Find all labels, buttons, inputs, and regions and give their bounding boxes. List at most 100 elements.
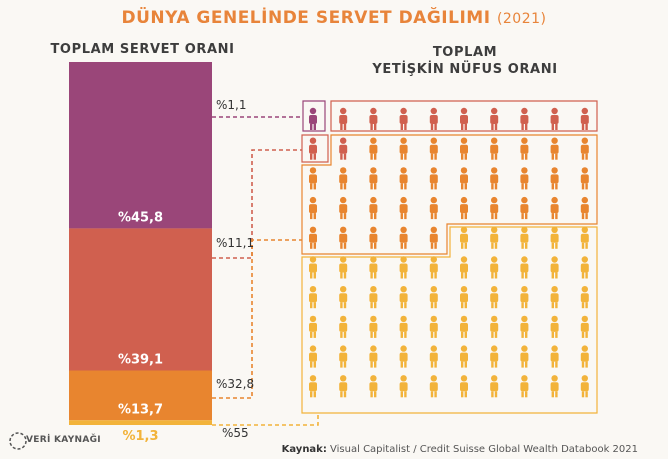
person-body: [460, 263, 468, 273]
person-leg: [310, 331, 313, 338]
person-leg: [551, 153, 554, 160]
person-leg: [434, 153, 437, 160]
person-head: [400, 315, 407, 323]
population-label-2: %11,1: [216, 236, 254, 250]
wealth-segment-1: [69, 62, 212, 229]
person-body: [520, 322, 529, 332]
person-leg: [370, 242, 373, 249]
wealth-segment-2: [69, 228, 212, 371]
person-body: [520, 144, 529, 154]
person-leg: [434, 302, 437, 309]
person-head: [309, 286, 317, 293]
group-outline-3: [301, 134, 598, 255]
person-leg: [400, 272, 403, 279]
person-leg: [370, 361, 373, 368]
person-leg: [430, 213, 434, 220]
person-head: [521, 345, 528, 352]
person-leg: [400, 331, 403, 338]
person-body: [490, 115, 499, 124]
person-body: [490, 322, 499, 332]
person-leg: [343, 331, 347, 338]
person-leg: [340, 391, 343, 398]
person-body: [490, 204, 499, 214]
person-body: [550, 352, 559, 362]
person-leg: [313, 331, 316, 338]
person-body: [309, 233, 317, 243]
person-leg: [551, 183, 554, 190]
person-leg: [374, 242, 377, 249]
title-text: DÜNYA GENELİNDE SERVET DAĞILIMI: [121, 8, 491, 28]
person-head: [340, 286, 347, 293]
person-head: [309, 196, 317, 204]
person-body: [309, 115, 317, 124]
connector-3: [212, 239, 302, 399]
person-head: [581, 107, 588, 115]
person-body: [429, 144, 438, 154]
person-body: [429, 322, 438, 332]
chart-title: DÜNYA GENELİNDE SERVET DAĞILIMI (2021): [0, 8, 668, 28]
person-leg: [434, 272, 437, 279]
person-body: [460, 233, 468, 243]
person-body: [309, 204, 317, 214]
person-leg: [464, 272, 467, 279]
population-heading-line2: YETİŞKİN NÜFUS ORANI: [372, 62, 558, 77]
person-head: [430, 286, 437, 293]
person-leg: [374, 331, 377, 338]
person-leg: [434, 213, 437, 220]
person-head: [491, 345, 498, 352]
person-head: [460, 286, 468, 293]
wealth-label-4: %1,3: [122, 429, 158, 444]
person-leg: [313, 183, 316, 190]
person-body: [429, 174, 438, 184]
population-label-1: %1,1: [216, 98, 247, 112]
person-leg: [525, 183, 528, 190]
person-body: [580, 144, 589, 154]
person-leg: [551, 331, 554, 338]
person-body: [429, 382, 438, 392]
person-leg: [430, 124, 434, 130]
person-leg: [404, 124, 407, 130]
person-leg: [370, 331, 373, 338]
person-leg: [343, 242, 347, 249]
person-leg: [555, 302, 558, 309]
person-head: [460, 315, 468, 323]
person-leg: [555, 242, 558, 249]
person-leg: [313, 213, 316, 220]
person-body: [339, 174, 348, 184]
person-body: [520, 204, 529, 214]
person-body: [309, 382, 317, 392]
person-head: [551, 137, 558, 144]
person-leg: [525, 242, 528, 249]
person-leg: [374, 391, 377, 398]
person-leg: [555, 391, 558, 398]
person-leg: [370, 272, 373, 279]
person-head: [340, 137, 347, 144]
person-body: [369, 174, 378, 184]
person-leg: [525, 391, 528, 398]
person-head: [370, 345, 377, 352]
person-body: [520, 263, 529, 273]
person-leg: [521, 213, 524, 220]
person-body: [460, 322, 468, 332]
person-head: [309, 375, 317, 382]
person-leg: [585, 242, 588, 249]
person-head: [551, 375, 558, 382]
connector-2: [212, 149, 302, 259]
person-head: [400, 107, 407, 115]
person-head: [340, 256, 347, 263]
person-head: [340, 375, 347, 382]
person-head: [460, 256, 468, 263]
person-leg: [525, 302, 528, 309]
person-head: [370, 196, 377, 204]
person-leg: [491, 302, 494, 309]
person-leg: [581, 153, 585, 160]
person-leg: [400, 153, 403, 160]
person-leg: [585, 124, 588, 130]
person-head: [400, 226, 407, 233]
person-leg: [404, 213, 407, 220]
person-leg: [464, 331, 467, 338]
person-leg: [461, 213, 464, 220]
person-body: [580, 322, 589, 332]
population-heading: TOPLAM YETİŞKİN NÜFUS ORANI: [340, 44, 590, 78]
